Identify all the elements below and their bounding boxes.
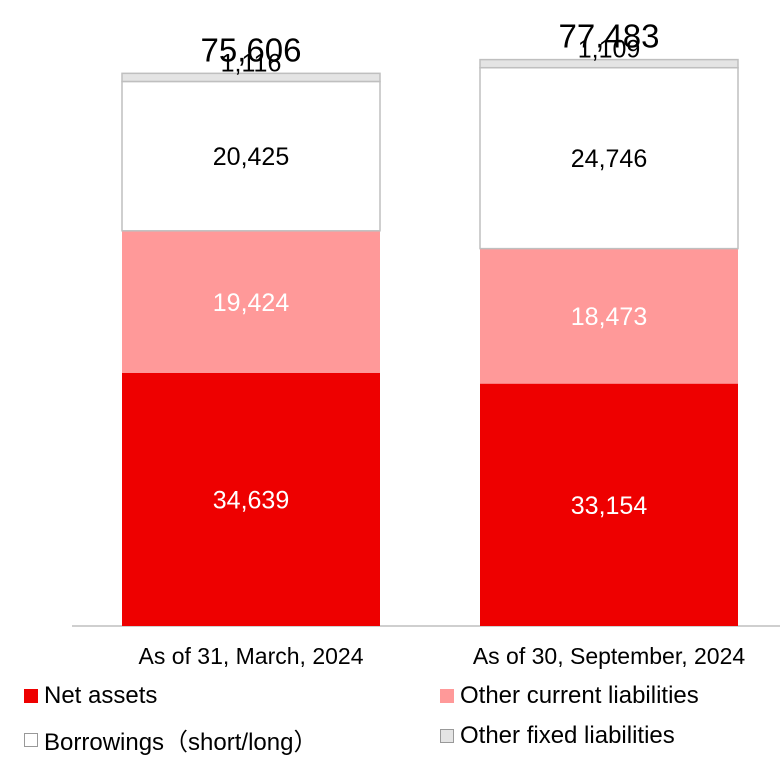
data-label-other-fixed-liabilities-1: 1,116 xyxy=(221,49,282,77)
bar-segment-borrowings-short-long-1 xyxy=(121,80,381,232)
bar-segment-other-fixed-liabilities-2 xyxy=(479,58,739,69)
total-label-2: 77,483 xyxy=(559,18,660,55)
bar-segment-other-current-liabilities-1 xyxy=(122,230,380,373)
category-label-2: As of 30, September, 2024 xyxy=(473,643,746,669)
data-label-borrowings-short-long-2: 24,746 xyxy=(571,145,647,173)
category-label-1: As of 31, March, 2024 xyxy=(138,643,363,669)
bar-segment-net-assets-2 xyxy=(480,383,738,626)
data-label-net-assets-1: 34,639 xyxy=(213,486,289,514)
data-label-borrowings-short-long-1: 20,425 xyxy=(213,143,289,171)
data-label-other-fixed-liabilities-2: 1,109 xyxy=(578,36,641,64)
bar-segment-borrowings-short-long-2 xyxy=(479,66,739,250)
bar-segment-other-fixed-liabilities-1 xyxy=(121,72,381,83)
bar-segment-other-current-liabilities-2 xyxy=(480,248,738,384)
total-label-1: 75,606 xyxy=(201,31,302,68)
data-label-net-assets-2: 33,154 xyxy=(571,492,648,520)
data-label-other-current-liabilities-1: 19,424 xyxy=(213,289,290,317)
bar-segment-net-assets-1 xyxy=(122,372,380,626)
data-label-other-current-liabilities-2: 18,473 xyxy=(571,303,647,331)
